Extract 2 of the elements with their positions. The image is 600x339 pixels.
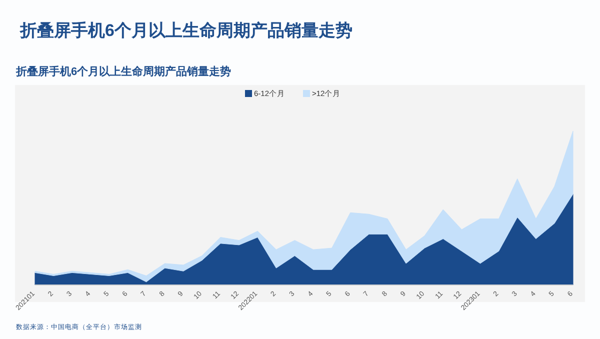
chart-title: 折叠屏手机6个月以上生命周期产品销量走势	[19, 21, 352, 40]
chart-subtitle: 折叠屏手机6个月以上生命周期产品销量走势	[15, 65, 232, 78]
